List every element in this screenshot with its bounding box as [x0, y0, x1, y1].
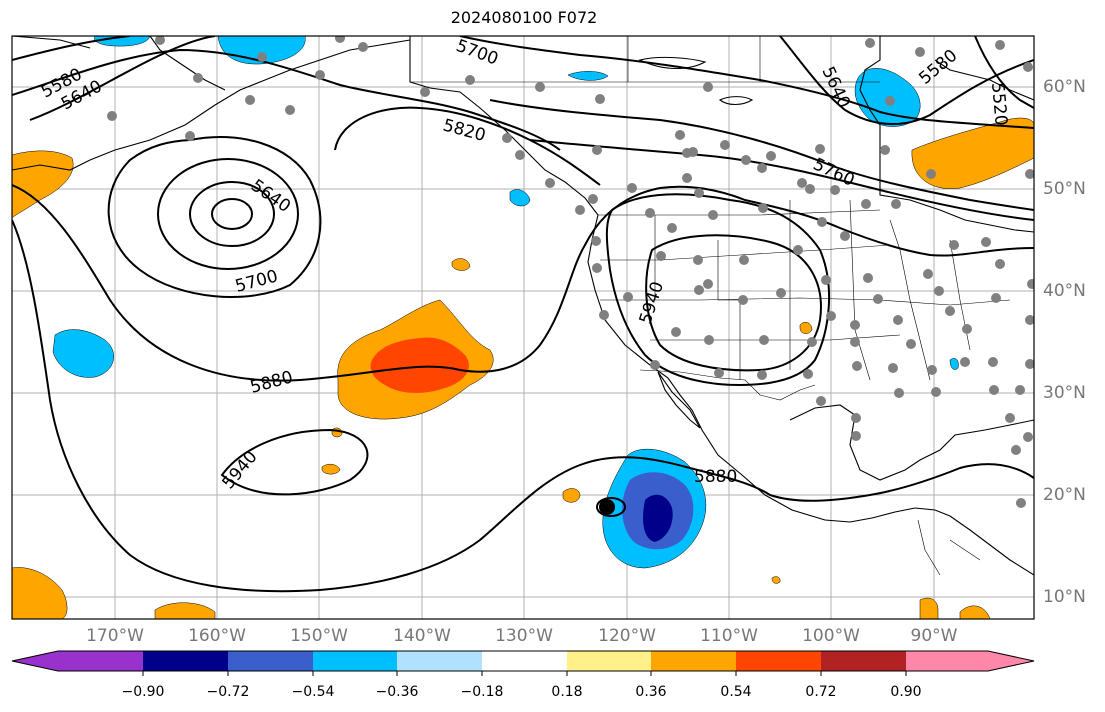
lon-label: 170°W: [86, 626, 144, 646]
contour-label: 5520: [987, 82, 1011, 127]
colorbar-tick-label: 0.54: [720, 684, 752, 700]
colorbar-segment: [58, 651, 144, 671]
colorbar-segment: [821, 651, 907, 671]
colorbar-segment: [228, 651, 314, 671]
lat-label: 40°N: [1043, 281, 1086, 301]
lat-label: 30°N: [1043, 383, 1086, 403]
coastlines: [12, 36, 1034, 576]
map-title: 2024080100 F072: [450, 8, 598, 27]
colorbar-tick-label: −0.72: [206, 684, 250, 700]
lon-label: 90°W: [910, 626, 958, 646]
lon-label: 110°W: [700, 626, 758, 646]
lon-label: 130°W: [495, 626, 553, 646]
lat-label: 60°N: [1043, 77, 1086, 97]
colorbar-segment: [906, 651, 988, 671]
contour-label: 5880: [694, 467, 737, 487]
lat-label: 10°N: [1043, 587, 1086, 607]
contour-label: 5640: [247, 176, 294, 217]
map-frame: [11, 35, 1035, 620]
colorbar-tick-label: 0.36: [635, 684, 667, 700]
colorbar-segment: [397, 651, 483, 671]
colorbar: [11, 650, 1035, 676]
station-dots: [107, 36, 1034, 508]
contour-label: 5940: [636, 279, 668, 326]
colorbar-tick-label: 0.90: [890, 684, 922, 700]
colorbar-segment: [143, 651, 229, 671]
colorbar-over-arrow: [988, 651, 1034, 671]
colorbar-tick-label: 0.72: [805, 684, 837, 700]
colorbar-segment: [482, 651, 568, 671]
contour-label: 5700: [453, 36, 500, 70]
lon-label: 100°W: [802, 626, 860, 646]
height-contours: [12, 36, 1034, 593]
colorbar-segment: [736, 651, 822, 671]
cyclone-center-icon: [596, 497, 626, 517]
colorbar-segment: [567, 651, 653, 671]
borders: [410, 36, 1011, 576]
lon-label: 120°W: [598, 626, 656, 646]
lat-label: 50°N: [1043, 179, 1086, 199]
lat-label: 20°N: [1043, 485, 1086, 505]
colorbar-under-arrow: [12, 651, 58, 671]
colorbar-segment: [313, 651, 399, 671]
colorbar-tick-label: −0.18: [460, 684, 504, 700]
colorbar-segment: [651, 651, 737, 671]
lon-label: 160°W: [188, 626, 246, 646]
colorbar-tick-label: 0.18: [551, 684, 583, 700]
anomaly-fills: [12, 36, 1034, 619]
colorbar-tick-label: −0.54: [291, 684, 335, 700]
colorbar-tick-label: −0.36: [375, 684, 419, 700]
lon-label: 140°W: [393, 626, 451, 646]
colorbar-tick-label: −0.90: [121, 684, 165, 700]
lon-label: 150°W: [290, 626, 348, 646]
